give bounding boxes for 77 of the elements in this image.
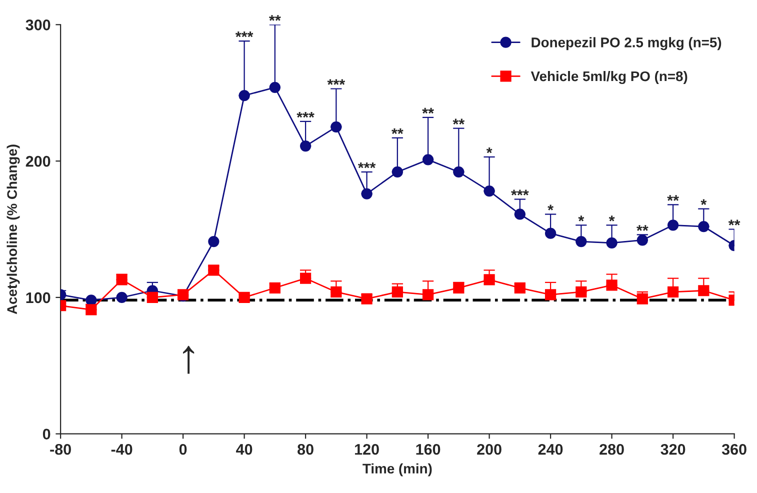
annotation: ** <box>667 195 679 201</box>
annotation: ↑ <box>183 346 194 374</box>
y-tick-label: 0 <box>42 428 50 440</box>
point <box>300 272 312 284</box>
annotation: *** <box>327 79 346 85</box>
x-tick-label: 120 <box>355 444 379 455</box>
annotation: * <box>578 216 584 222</box>
point <box>146 292 158 303</box>
x-tick-label: -80 <box>50 444 71 455</box>
point <box>116 274 128 286</box>
point <box>392 286 403 298</box>
point <box>238 90 250 102</box>
x-tick-label: 320 <box>660 444 686 455</box>
x-tick-label: 360 <box>722 444 746 455</box>
x-tick-label: 280 <box>600 444 624 455</box>
x-tick-label: 40 <box>236 444 252 455</box>
point <box>576 236 587 248</box>
point <box>514 282 526 294</box>
point <box>453 282 464 294</box>
point <box>330 286 342 298</box>
point <box>667 220 679 231</box>
annotation: *** <box>358 162 376 168</box>
point <box>361 188 372 200</box>
x-tick-label: 240 <box>538 444 563 455</box>
y-axis-title: Acetylcholine (% Change) <box>6 144 20 314</box>
point <box>392 166 403 178</box>
point <box>361 293 372 304</box>
x-tick-label: 160 <box>416 444 440 455</box>
annotation: ** <box>392 128 404 134</box>
point <box>576 286 587 298</box>
x-tick-label: 80 <box>298 444 314 455</box>
annotation: *** <box>235 32 254 38</box>
point <box>514 208 526 220</box>
point <box>636 234 648 246</box>
annotation: * <box>548 204 554 210</box>
point <box>269 82 280 93</box>
point <box>208 236 220 248</box>
annotation: * <box>486 147 492 154</box>
point <box>636 293 648 304</box>
point <box>544 289 556 300</box>
point <box>698 220 710 232</box>
annotation: * <box>608 216 615 222</box>
point <box>698 285 710 296</box>
annotation: ** <box>422 108 434 114</box>
point <box>544 228 556 239</box>
annotation: ** <box>452 118 465 124</box>
y-tick-label: 200 <box>26 156 50 167</box>
annotation: ** <box>636 225 648 231</box>
annotation: *** <box>511 190 529 196</box>
annotation: ** <box>728 220 740 226</box>
point <box>330 121 342 133</box>
point <box>422 154 434 166</box>
point <box>484 186 495 197</box>
point <box>86 294 97 306</box>
y-tick-label: 300 <box>26 20 50 30</box>
point <box>86 304 97 316</box>
point <box>300 140 312 152</box>
x-tick-label: -40 <box>111 444 132 455</box>
x-tick-label: 200 <box>477 444 502 455</box>
y-tick-label: 100 <box>26 292 50 304</box>
point <box>269 282 280 294</box>
annotation: *** <box>296 112 314 118</box>
point <box>422 289 434 300</box>
annotation: * <box>700 199 707 205</box>
legend-label: Donepezil PO 2.5 mgkg (n=5) <box>532 37 722 50</box>
point <box>484 274 495 286</box>
point <box>208 264 220 276</box>
point <box>606 280 618 291</box>
point <box>116 292 128 303</box>
point <box>606 237 618 248</box>
point <box>453 166 464 178</box>
x-axis-title: Time (min) <box>362 463 432 476</box>
point <box>238 292 250 303</box>
point <box>667 286 679 298</box>
x-tick-label: 0 <box>179 444 187 455</box>
annotation: ** <box>269 15 281 21</box>
legend-label: Vehicle 5ml/kg PO (n=8) <box>530 70 688 84</box>
